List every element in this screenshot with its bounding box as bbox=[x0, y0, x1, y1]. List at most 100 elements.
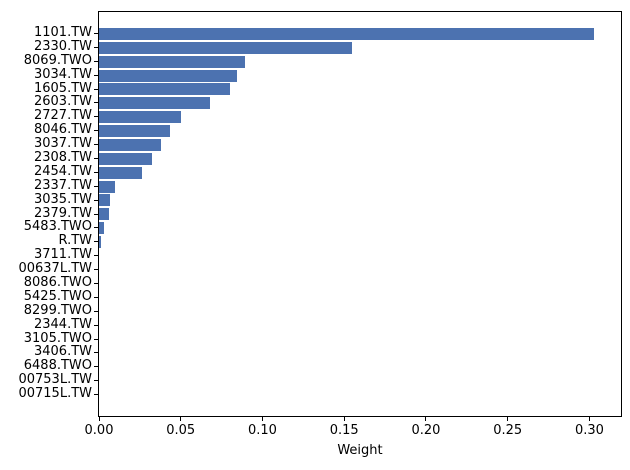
bar-row bbox=[99, 124, 621, 138]
y-tick-label-3711.TW: 3711.TW bbox=[33, 247, 92, 263]
y-tick-label-1101.TW: 1101.TW bbox=[33, 24, 92, 40]
y-tick-mark bbox=[94, 102, 98, 103]
y-tick-label-2379.TW: 2379.TW bbox=[33, 205, 92, 221]
x-tick-mark bbox=[343, 417, 345, 421]
y-tick-label-00753L.TW: 00753L.TW bbox=[18, 372, 92, 388]
bar-row bbox=[99, 235, 621, 249]
bar-2454.TW bbox=[99, 166, 142, 179]
bar-row bbox=[99, 332, 621, 346]
y-tick-label-1605.TW: 1605.TW bbox=[33, 80, 92, 96]
y-tick-mark bbox=[94, 352, 98, 353]
bar-2379.TW bbox=[99, 208, 110, 221]
y-tick-label-2330.TW: 2330.TW bbox=[33, 38, 92, 54]
bar-row bbox=[99, 388, 621, 402]
bar-row bbox=[99, 55, 621, 69]
y-tick-label-00637L.TW: 00637L.TW bbox=[18, 261, 92, 277]
y-tick-mark bbox=[94, 339, 98, 340]
bar-row bbox=[99, 110, 621, 124]
y-tick-mark bbox=[94, 227, 98, 228]
y-tick-mark bbox=[94, 380, 98, 381]
x-tick-mark bbox=[425, 417, 427, 421]
bar-row bbox=[99, 360, 621, 374]
bar-row bbox=[99, 249, 621, 263]
x-tick-mark bbox=[261, 417, 263, 421]
x-tick-mark bbox=[507, 417, 509, 421]
bar-row bbox=[99, 207, 621, 221]
bar-3034.TW bbox=[99, 69, 238, 82]
bar-row bbox=[99, 194, 621, 208]
y-tick-label-5425.TWO: 5425.TWO bbox=[23, 288, 92, 304]
y-tick-mark bbox=[94, 75, 98, 76]
bar-row bbox=[99, 166, 621, 180]
bar-row bbox=[99, 291, 621, 305]
y-tick-label-R.TW: R.TW bbox=[58, 233, 93, 249]
x-tick-label-0.25: 0.25 bbox=[493, 423, 523, 438]
bar-8069.TWO bbox=[99, 55, 246, 68]
y-tick-mark bbox=[94, 89, 98, 90]
y-tick-label-3034.TW: 3034.TW bbox=[33, 66, 92, 82]
bar-row bbox=[99, 27, 621, 41]
bar-row bbox=[99, 180, 621, 194]
bar-row bbox=[99, 69, 621, 83]
x-tick-label-0.15: 0.15 bbox=[329, 423, 359, 438]
bar-row bbox=[99, 96, 621, 110]
bar-row bbox=[99, 152, 621, 166]
bar-1101.TW bbox=[99, 27, 595, 40]
bar-3035.TW bbox=[99, 194, 111, 207]
bar-R.TW bbox=[99, 236, 101, 249]
y-tick-label-2308.TW: 2308.TW bbox=[33, 149, 92, 165]
y-tick-mark bbox=[94, 172, 98, 173]
y-tick-mark bbox=[94, 269, 98, 270]
y-tick-mark bbox=[94, 283, 98, 284]
y-tick-label-2727.TW: 2727.TW bbox=[33, 108, 92, 124]
y-tick-label-5483.TWO: 5483.TWO bbox=[23, 219, 92, 235]
y-tick-mark bbox=[94, 394, 98, 395]
y-tick-label-8086.TWO: 8086.TWO bbox=[23, 274, 92, 290]
x-tick-mark bbox=[588, 417, 590, 421]
y-tick-mark bbox=[94, 366, 98, 367]
bar-row bbox=[99, 263, 621, 277]
x-axis-title: Weight bbox=[337, 443, 383, 458]
x-tick-mark bbox=[180, 417, 182, 421]
bar-row bbox=[99, 277, 621, 291]
y-tick-mark bbox=[94, 158, 98, 159]
y-tick-mark bbox=[94, 116, 98, 117]
bar-1605.TW bbox=[99, 83, 231, 96]
x-tick-label-0.30: 0.30 bbox=[574, 423, 604, 438]
bar-row bbox=[99, 83, 621, 97]
y-tick-label-2603.TW: 2603.TW bbox=[33, 94, 92, 110]
y-tick-mark bbox=[94, 311, 98, 312]
y-tick-label-6488.TWO: 6488.TWO bbox=[23, 358, 92, 374]
x-tick-mark bbox=[98, 417, 100, 421]
x-tick-label-0.00: 0.00 bbox=[84, 423, 114, 438]
bar-row bbox=[99, 41, 621, 55]
y-tick-label-00715L.TW: 00715L.TW bbox=[18, 386, 92, 402]
bar-3037.TW bbox=[99, 138, 162, 151]
bar-row bbox=[99, 305, 621, 319]
bar-2727.TW bbox=[99, 111, 182, 124]
bar-row bbox=[99, 374, 621, 388]
bars-region bbox=[99, 27, 621, 402]
y-tick-label-8046.TW: 8046.TW bbox=[33, 122, 92, 138]
y-tick-label-8069.TWO: 8069.TWO bbox=[23, 52, 92, 68]
y-tick-label-2454.TW: 2454.TW bbox=[33, 163, 92, 179]
bar-row bbox=[99, 221, 621, 235]
y-tick-mark bbox=[94, 33, 98, 34]
y-tick-label-2344.TW: 2344.TW bbox=[33, 316, 92, 332]
x-tick-label-0.05: 0.05 bbox=[166, 423, 196, 438]
y-tick-mark bbox=[94, 241, 98, 242]
bar-row bbox=[99, 346, 621, 360]
y-tick-mark bbox=[94, 144, 98, 145]
y-tick-mark bbox=[94, 214, 98, 215]
y-tick-label-3037.TW: 3037.TW bbox=[33, 136, 92, 152]
y-tick-mark bbox=[94, 255, 98, 256]
y-tick-label-3035.TW: 3035.TW bbox=[33, 191, 92, 207]
x-tick-label-0.20: 0.20 bbox=[411, 423, 441, 438]
bar-2603.TW bbox=[99, 97, 210, 110]
y-tick-mark bbox=[94, 325, 98, 326]
y-tick-label-3406.TW: 3406.TW bbox=[33, 344, 92, 360]
bar-row bbox=[99, 318, 621, 332]
y-tick-label-2337.TW: 2337.TW bbox=[33, 177, 92, 193]
y-tick-mark bbox=[94, 186, 98, 187]
